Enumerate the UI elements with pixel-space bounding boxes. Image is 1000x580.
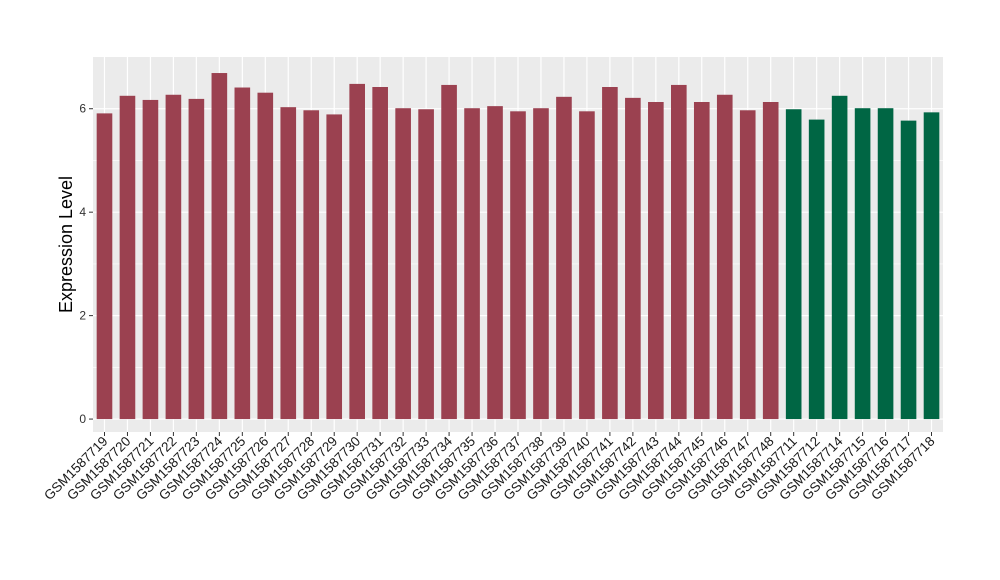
bar-GSM1587747 [739, 110, 756, 420]
bar-GSM1587742 [625, 97, 641, 420]
bar-GSM1587720 [119, 95, 136, 420]
bars [96, 73, 940, 420]
bar-GSM1587733 [418, 109, 434, 420]
bar-GSM1587740 [579, 111, 595, 420]
bar-GSM1587729 [326, 114, 343, 420]
bar-GSM1587724 [211, 73, 228, 420]
bar-GSM1587744 [671, 84, 687, 420]
bar-GSM1587741 [602, 87, 618, 420]
y-tick-label: 0 [79, 412, 86, 426]
bar-GSM1587727 [280, 107, 297, 420]
y-tick-label: 6 [79, 102, 86, 116]
bar-GSM1587726 [257, 92, 274, 420]
bar-GSM1587721 [142, 99, 159, 420]
bar-GSM1587746 [716, 94, 733, 420]
bar-GSM1587723 [188, 98, 205, 420]
bar-GSM1587722 [165, 94, 182, 420]
bar-GSM1587718 [923, 112, 940, 420]
axes: 0246GSM1587719GSM1587720GSM1587721GSM158… [41, 102, 938, 503]
y-tick-label: 2 [79, 309, 86, 323]
bar-GSM1587743 [648, 102, 664, 420]
bar-GSM1587732 [395, 108, 411, 420]
bar-GSM1587731 [372, 87, 388, 420]
bar-GSM1587728 [303, 110, 320, 420]
bar-GSM1587715 [854, 108, 871, 420]
bar-GSM1587736 [487, 106, 503, 420]
bar-GSM1587734 [441, 84, 457, 420]
bar-GSM1587716 [877, 108, 894, 420]
bar-GSM1587739 [556, 96, 572, 420]
bar-GSM1587711 [785, 109, 802, 420]
bar-GSM1587714 [831, 95, 848, 420]
bar-GSM1587719 [96, 113, 113, 420]
y-axis-title: Expression Level [56, 176, 76, 313]
bar-GSM1587745 [693, 102, 710, 420]
bar-GSM1587730 [349, 83, 365, 420]
bar-GSM1587712 [808, 119, 825, 420]
bar-GSM1587725 [234, 87, 251, 420]
bar-GSM1587737 [510, 111, 526, 420]
bar-GSM1587748 [762, 102, 779, 420]
bar-GSM1587735 [464, 108, 480, 420]
y-tick-label: 4 [79, 205, 86, 219]
bar-GSM1587717 [900, 120, 917, 420]
bar-GSM1587738 [533, 108, 549, 420]
